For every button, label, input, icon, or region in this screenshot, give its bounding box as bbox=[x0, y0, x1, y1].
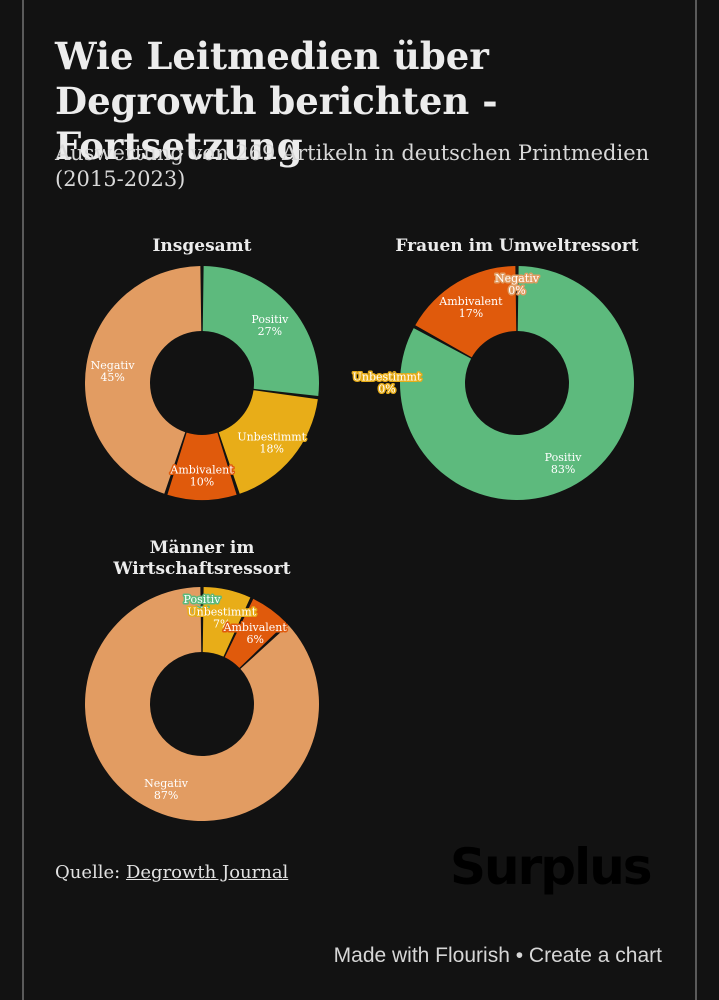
slice-positiv[interactable] bbox=[400, 266, 634, 500]
source-link[interactable]: Degrowth Journal bbox=[125, 862, 289, 883]
made-with-flourish-link[interactable]: Made with Flourish bbox=[333, 944, 510, 967]
chart-title: Insgesamt bbox=[152, 236, 251, 256]
page-subtitle: Auswertung von 269 Artikeln in deutschen… bbox=[55, 141, 650, 191]
slice-label-positiv: Positiv 27% bbox=[251, 313, 289, 338]
slice-label-positiv: Positiv 0% bbox=[184, 593, 222, 618]
slice-label-negativ: Negativ 45% bbox=[91, 359, 136, 384]
surplus-logo[interactable]: Surplus bbox=[450, 838, 653, 896]
chart-title: Frauen im Umweltressort bbox=[395, 236, 638, 256]
slice-label-negativ: Negativ 87% bbox=[144, 777, 189, 802]
create-chart-link[interactable]: Create a chart bbox=[528, 944, 662, 967]
slice-label-unbestimmt: Unbestimmt 18% bbox=[237, 431, 306, 456]
slice-ambivalent[interactable] bbox=[167, 432, 237, 501]
source-line: Quelle: Degrowth Journal bbox=[55, 862, 288, 883]
slice-label-negativ: Negativ 0% bbox=[495, 272, 540, 297]
page-frame bbox=[22, 0, 697, 1000]
slice-unbestimmt[interactable] bbox=[218, 390, 318, 494]
slice-negativ[interactable] bbox=[84, 266, 202, 494]
slice-negativ[interactable] bbox=[84, 587, 319, 821]
slice-ambivalent[interactable] bbox=[415, 266, 517, 358]
donut-chart-3: Männer im Wirtschaftsressort Positiv 0%Unbe… bbox=[84, 538, 319, 821]
source-prefix: Quelle: bbox=[55, 862, 121, 883]
flourish-footer: Made with Flourish • Create a chart bbox=[334, 944, 662, 968]
slice-ambivalent[interactable] bbox=[224, 598, 287, 668]
donut-chart-2: Frauen im Umweltressort Positiv 83% Unbesti… bbox=[351, 236, 639, 500]
slice-label-unbestimmt: Unbestimmt 0% bbox=[353, 370, 422, 395]
slice-label-ambivalent: Ambivalent 10% bbox=[169, 464, 234, 489]
donut-chart-1: Insgesamt Positiv 27% Unbestimmt 18%Ambivale… bbox=[84, 236, 319, 501]
slice-positiv[interactable] bbox=[202, 266, 319, 397]
slice-label-ambivalent: Ambivalent 17% bbox=[438, 295, 503, 320]
slice-label-positiv: Positiv 83% bbox=[545, 451, 583, 476]
footer-separator: • bbox=[515, 944, 524, 967]
page-title: Wie Leitmedien über Degrowth berichten -… bbox=[55, 34, 498, 168]
chart-title: Männer im Wirtschaftsressort bbox=[112, 538, 290, 579]
slice-label-ambivalent: Ambivalent 6% bbox=[223, 621, 288, 646]
slice-unbestimmt[interactable] bbox=[202, 587, 251, 657]
slice-label-unbestimmt: Unbestimmt 7% bbox=[187, 606, 256, 631]
